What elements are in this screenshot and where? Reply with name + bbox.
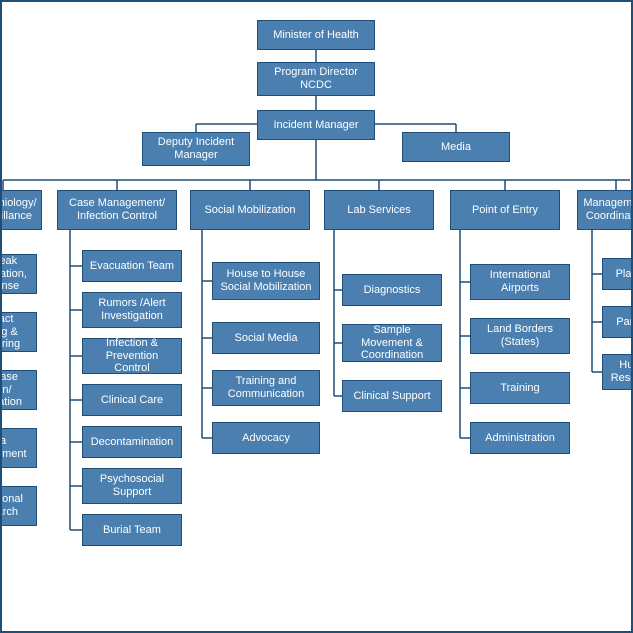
node-c5b: Partners [602, 306, 633, 338]
node-c1b: Rumors /Alert Investigation [82, 292, 182, 328]
node-c3a: Diagnostics [342, 274, 442, 306]
node-c0c: Database Admin/ Information [0, 370, 37, 410]
node-minister: Minister of Health [257, 20, 375, 50]
node-c1f: Psychosocial Support [82, 468, 182, 504]
node-col4: Point of Entry [450, 190, 560, 230]
node-col2: Social Mobilization [190, 190, 310, 230]
node-c0d: Data Management [0, 428, 37, 468]
node-c4c: Training [470, 372, 570, 404]
node-c2a: House to House Social Mobilization [212, 262, 320, 300]
node-media: Media [402, 132, 510, 162]
node-c5c: Human Resources [602, 354, 633, 390]
node-c0e: Operational Research [0, 486, 37, 526]
node-c4b: Land Borders (States) [470, 318, 570, 354]
node-c1a: Evacuation Team [82, 250, 182, 282]
node-c0b: Contact Tracing & Monitoring [0, 312, 37, 352]
node-c2c: Training and Communication [212, 370, 320, 406]
node-c1e: Decontamination [82, 426, 182, 458]
node-director: Program Director NCDC [257, 62, 375, 96]
node-c4a: International Airports [470, 264, 570, 300]
node-col3: Lab Services [324, 190, 434, 230]
node-col1: Case Management/ Infection Control [57, 190, 177, 230]
node-c1d: Clinical Care [82, 384, 182, 416]
node-incident: Incident Manager [257, 110, 375, 140]
node-c5a: Planning [602, 258, 633, 290]
node-c3b: Sample Movement & Coordination [342, 324, 442, 362]
node-c1g: Burial Team [82, 514, 182, 546]
node-c2b: Social Media [212, 322, 320, 354]
node-c2d: Advocacy [212, 422, 320, 454]
node-col5: Management/ Coordination [577, 190, 633, 230]
node-c0a: Outbreak Investigation, Response [0, 254, 37, 294]
node-deputy: Deputy Incident Manager [142, 132, 250, 166]
node-c4d: Administration [470, 422, 570, 454]
org-chart-frame: Minister of Health Program Director NCDC I… [0, 0, 633, 633]
node-c3c: Clinical Support [342, 380, 442, 412]
node-c1c: Infection & Prevention Control [82, 338, 182, 374]
node-col0: Epidemiology/ Surveillance [0, 190, 42, 230]
